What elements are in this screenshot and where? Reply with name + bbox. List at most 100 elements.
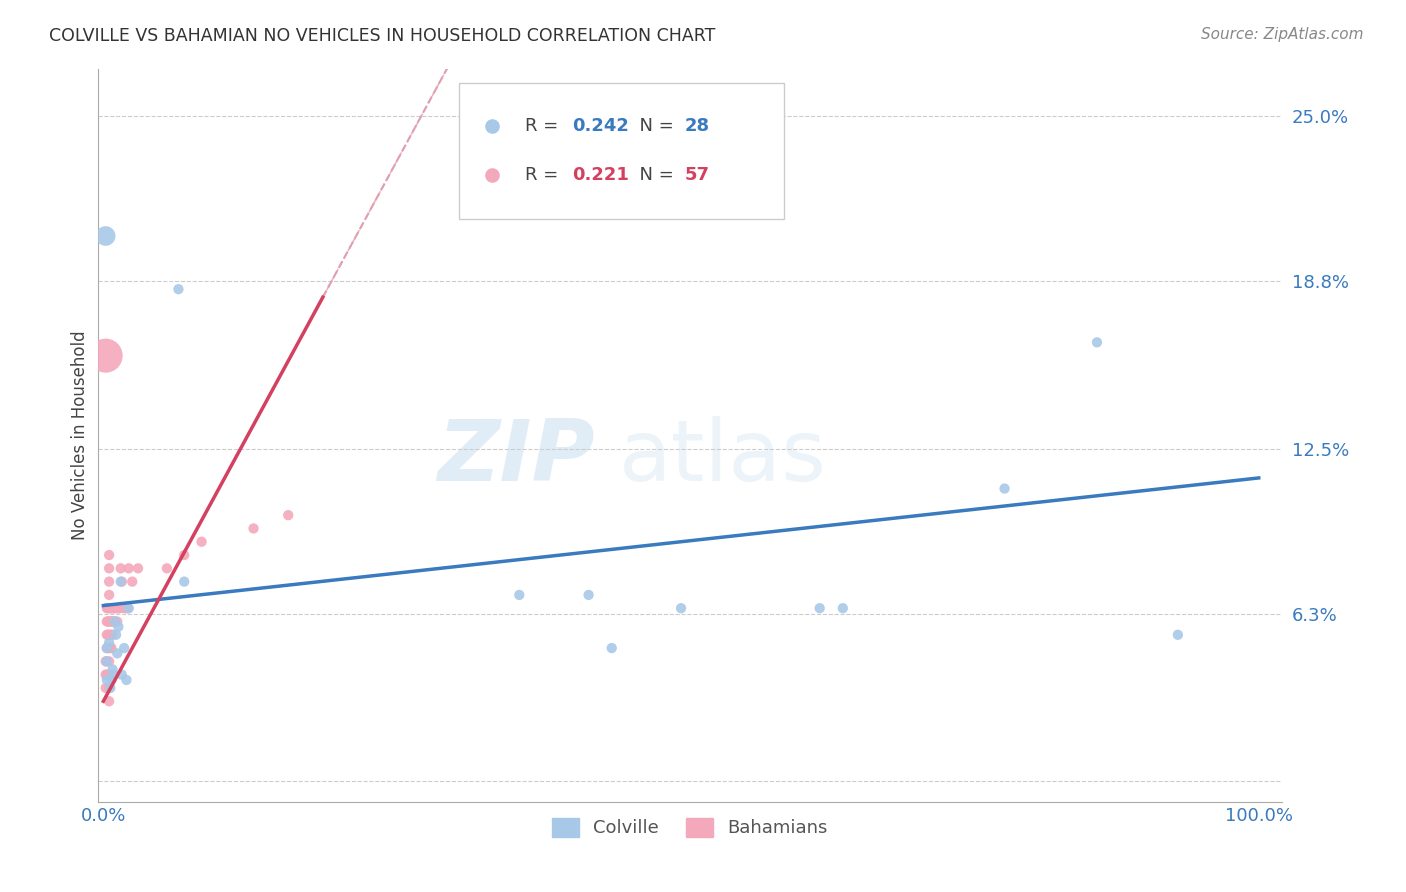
Point [110,561,132,575]
Point [98,641,121,656]
Point [104,601,127,615]
Text: N =: N = [628,117,679,135]
Point [96,654,118,668]
Point [98,667,121,681]
Point [101,615,124,629]
Point [101,628,124,642]
Point [97,628,120,642]
FancyBboxPatch shape [458,83,785,219]
Point [94,349,117,363]
Point [1085,335,1108,350]
Point [100,628,122,642]
Point [98,641,121,656]
Text: 0.242: 0.242 [572,117,630,135]
Point [98,654,121,668]
Point [111,574,134,589]
Point [112,601,135,615]
Text: R =: R = [524,166,564,184]
Point [96,641,118,656]
Point [98,548,121,562]
Point [111,667,134,681]
Point [600,641,623,656]
Point [508,588,530,602]
Legend: Colville, Bahamians: Colville, Bahamians [544,811,835,845]
Point [103,615,125,629]
Point [97,601,120,615]
Point [96,641,118,656]
Text: N =: N = [628,166,679,184]
Point [94,229,117,244]
Point [96,654,118,668]
Point [107,620,129,634]
Point [105,601,128,615]
Text: 28: 28 [685,117,710,135]
Point [669,601,692,615]
Point [98,694,121,708]
Point [578,588,600,602]
Point [277,508,299,523]
Point [121,574,143,589]
Point [94,654,117,668]
Text: atlas: atlas [619,416,827,499]
Point [108,601,131,615]
Point [156,561,179,575]
Point [105,615,128,629]
Point [100,601,122,615]
Point [98,681,121,695]
Point [167,282,190,296]
Text: 0.221: 0.221 [572,166,630,184]
Point [98,628,121,642]
Point [96,667,118,681]
Text: 57: 57 [685,166,710,184]
Point [98,601,121,615]
Point [98,601,121,615]
Point [100,641,122,656]
Point [105,628,128,642]
Point [96,615,118,629]
Point [97,641,120,656]
Point [118,601,141,615]
Point [101,662,124,676]
Point [117,601,139,615]
Point [98,561,121,575]
Point [1167,628,1189,642]
Text: COLVILLE VS BAHAMIAN NO VEHICLES IN HOUSEHOLD CORRELATION CHART: COLVILLE VS BAHAMIAN NO VEHICLES IN HOUS… [49,27,716,45]
Point [98,588,121,602]
Point [112,641,135,656]
Point [110,574,132,589]
Point [98,681,121,695]
Point [103,667,125,681]
Point [107,601,129,615]
Y-axis label: No Vehicles in Household: No Vehicles in Household [72,331,89,541]
Point [104,615,127,629]
Text: ZIP: ZIP [437,416,595,499]
Text: Source: ZipAtlas.com: Source: ZipAtlas.com [1201,27,1364,42]
Point [94,667,117,681]
Point [831,601,853,615]
Point [105,647,128,661]
Point [104,615,127,629]
Point [118,561,141,575]
Point [993,482,1015,496]
Point [115,673,138,687]
Point [96,601,118,615]
Point [115,601,138,615]
Point [96,628,118,642]
Point [173,574,195,589]
Point [242,521,264,535]
Point [100,615,122,629]
Point [127,561,149,575]
Point [808,601,831,615]
Point [98,615,121,629]
Point [94,681,117,695]
Point [96,673,118,687]
Point [101,601,124,615]
Point [98,628,121,642]
Point [173,548,195,562]
Point [103,601,125,615]
Point [97,615,120,629]
Text: R =: R = [524,117,564,135]
Point [98,615,121,629]
Point [100,673,122,687]
Point [98,574,121,589]
